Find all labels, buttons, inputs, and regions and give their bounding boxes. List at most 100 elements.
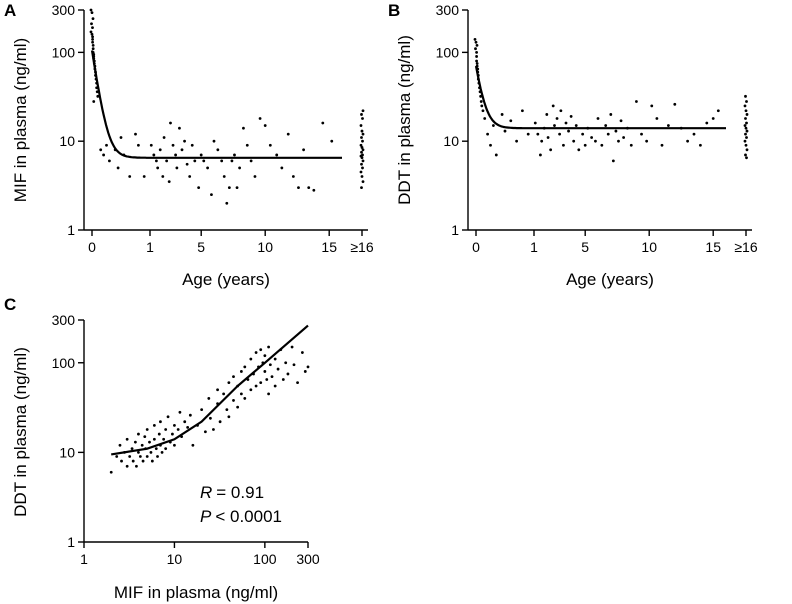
data-point: [270, 375, 274, 379]
data-point: [206, 166, 210, 170]
data-point: [233, 153, 236, 157]
data-point: [290, 345, 294, 349]
data-point: [303, 370, 307, 373]
data-point: [171, 432, 174, 436]
data-point: [640, 132, 643, 136]
data-point: [745, 129, 749, 133]
data-point: [692, 132, 696, 136]
y-tick-label-a: 100: [52, 44, 76, 60]
data-point: [296, 381, 299, 385]
data-point: [183, 139, 186, 143]
data-point: [360, 146, 364, 149]
data-point: [744, 126, 748, 130]
data-point: [209, 416, 212, 420]
data-point: [622, 136, 625, 139]
data-point: [143, 435, 147, 438]
data-point: [105, 143, 108, 147]
panel-label-b: B: [388, 1, 400, 20]
data-point: [128, 455, 132, 458]
data-point: [474, 40, 478, 44]
data-point: [218, 420, 222, 424]
x-tick-label-c: 100: [253, 551, 277, 567]
data-point: [167, 180, 171, 184]
data-point: [268, 143, 272, 147]
data-point: [154, 447, 158, 451]
data-point: [116, 166, 120, 170]
data-point: [479, 100, 483, 103]
data-point: [131, 459, 135, 463]
data-point: [164, 447, 168, 451]
data-point: [549, 148, 553, 152]
data-point: [193, 159, 197, 163]
r-statistic: R = 0.91: [200, 483, 264, 502]
data-point: [162, 437, 166, 441]
data-point: [227, 415, 231, 419]
y-tick-label-a: 300: [52, 2, 76, 18]
data-point: [744, 132, 747, 136]
data-point: [220, 159, 224, 163]
data-point: [178, 410, 182, 414]
data-point: [188, 175, 192, 178]
data-point: [361, 109, 365, 113]
data-point: [207, 397, 211, 400]
data-point: [135, 464, 138, 468]
data-point: [273, 384, 277, 388]
x-tick-label-a: 10: [257, 239, 273, 255]
p-value: < 0.0001: [215, 507, 282, 526]
data-point: [243, 397, 247, 400]
data-point: [330, 139, 334, 143]
data-point: [360, 113, 363, 116]
data-point: [292, 363, 296, 367]
data-point: [141, 459, 145, 463]
data-point: [286, 132, 290, 136]
data-point: [360, 156, 364, 160]
data-point: [162, 136, 166, 139]
data-point: [360, 162, 363, 166]
data-point: [191, 443, 195, 447]
data-point: [133, 440, 137, 444]
data-point: [360, 129, 364, 133]
y-tick-label-b: 300: [436, 2, 460, 18]
data-point: [263, 354, 267, 358]
data-point: [276, 367, 280, 371]
data-point: [166, 415, 170, 419]
data-point: [160, 450, 164, 454]
data-point: [155, 159, 158, 163]
data-point: [249, 357, 253, 361]
data-point: [745, 156, 748, 160]
data-point: [156, 455, 159, 458]
data-point: [92, 100, 96, 103]
data-point: [545, 113, 549, 116]
y-tick-label-a: 10: [59, 133, 75, 149]
data-point: [91, 35, 94, 39]
data-point: [743, 139, 747, 143]
data-point: [474, 47, 477, 51]
data-point: [200, 408, 204, 412]
data-point: [475, 62, 479, 65]
data-point: [606, 132, 610, 136]
data-point: [699, 143, 702, 147]
y-axis-label-a: MIF in plasma (ng/ml): [11, 38, 30, 202]
data-point: [90, 32, 94, 36]
data-point: [202, 159, 206, 163]
data-point: [360, 150, 363, 154]
data-point: [361, 139, 364, 143]
data-point: [190, 143, 194, 147]
data-point: [199, 153, 203, 157]
data-point: [361, 166, 364, 170]
data-point: [128, 175, 132, 178]
data-point: [225, 201, 229, 205]
data-point: [145, 428, 149, 431]
data-point: [558, 132, 561, 136]
data-point: [178, 126, 181, 130]
data-point: [227, 381, 231, 385]
data-point: [572, 139, 576, 143]
data-point: [600, 143, 604, 147]
data-point: [312, 188, 316, 192]
data-point: [152, 424, 156, 427]
data-point: [361, 180, 365, 184]
data-point: [265, 378, 269, 381]
fit-curve-a: [90, 50, 342, 159]
data-point: [562, 143, 565, 147]
